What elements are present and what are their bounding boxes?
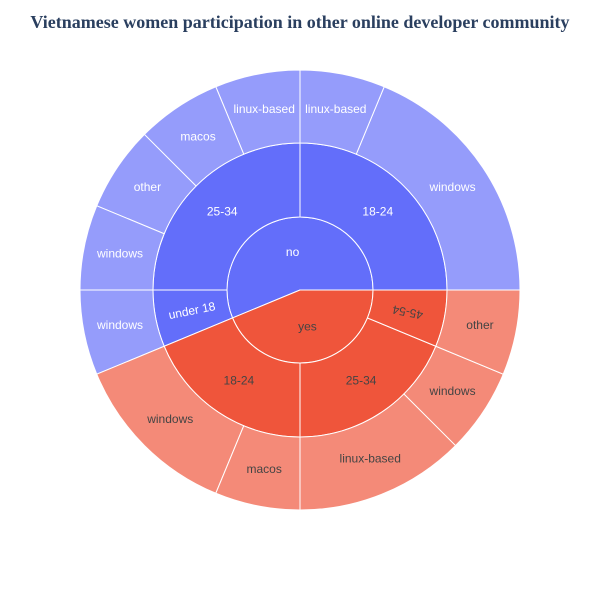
sector-label: other [134,180,161,194]
chart-title: Vietnamese women participation in other … [30,12,569,32]
sector-label: windows [429,180,476,194]
sector-label: no [286,245,300,259]
sector-label: windows [429,384,476,398]
sector-label: 25-34 [346,374,377,388]
sector-label: windows [96,318,143,332]
sector-label: 18-24 [362,204,393,218]
sector-label: windows [146,412,193,426]
sector-label: 18-24 [224,374,255,388]
sector [435,289,521,375]
sector-label: macos [247,462,282,476]
sector-label: windows [96,246,143,260]
sector-label: yes [298,319,317,333]
sector-label: macos [180,130,215,144]
sector-label: linux-based [234,102,295,116]
sector-label: other [466,318,493,332]
sector-label: linux-based [305,102,366,116]
sector-label: 25-34 [207,204,238,218]
sector-label: 45-54 [391,302,424,322]
sector-label: linux-based [340,452,401,466]
